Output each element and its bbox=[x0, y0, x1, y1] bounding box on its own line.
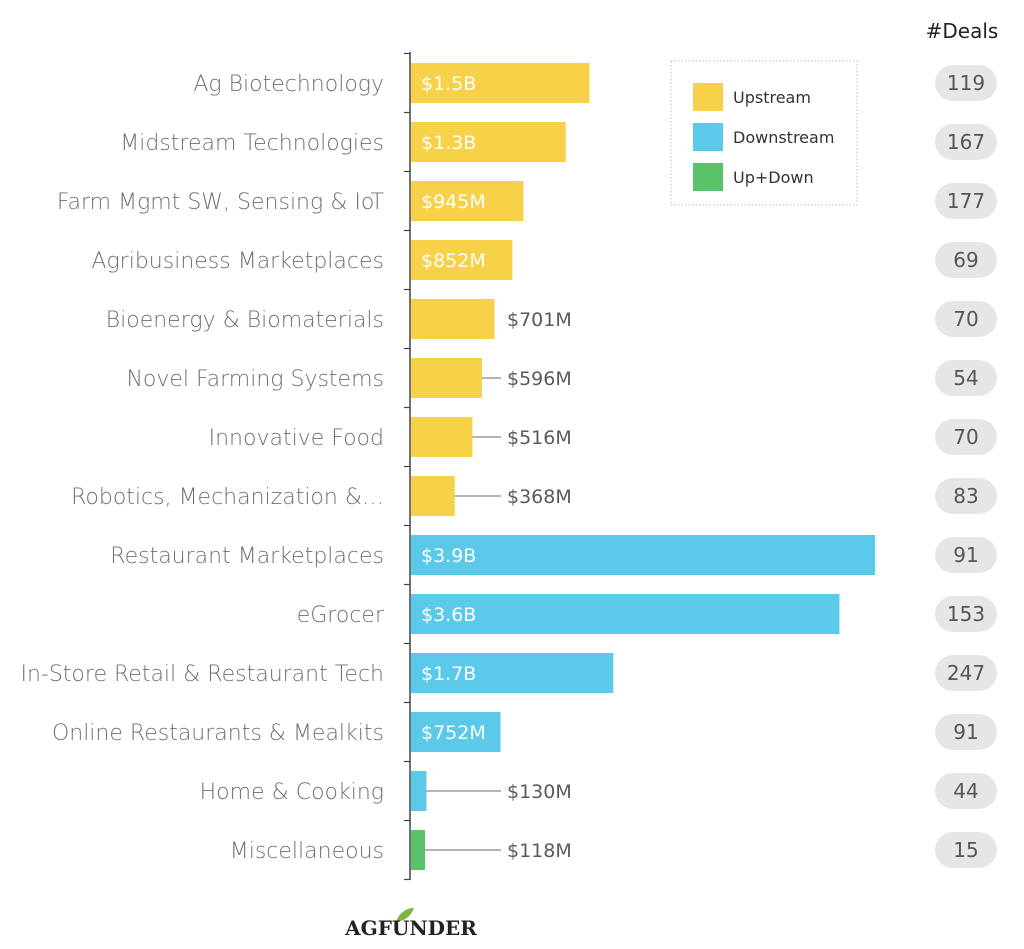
legend-frame bbox=[670, 60, 858, 206]
value-label: $516M bbox=[507, 427, 572, 449]
value-label: $130M bbox=[507, 781, 572, 803]
bar bbox=[411, 535, 876, 575]
deal-count: 70 bbox=[953, 307, 978, 331]
deal-count-pill bbox=[935, 478, 997, 514]
value-label: $1.5B bbox=[421, 73, 476, 95]
deal-count: 15 bbox=[953, 838, 978, 862]
bar bbox=[411, 712, 501, 752]
legend-label: Upstream bbox=[733, 88, 811, 107]
deal-count-pill bbox=[935, 537, 997, 573]
category-label: Miscellaneous bbox=[230, 839, 384, 864]
deal-count-pill bbox=[935, 832, 997, 868]
deal-count-pill bbox=[935, 124, 997, 160]
bar bbox=[411, 240, 513, 280]
deal-count-pill bbox=[935, 773, 997, 809]
value-label: $3.9B bbox=[421, 545, 476, 567]
deal-count: 70 bbox=[953, 425, 978, 449]
category-label: Midstream Technologies bbox=[120, 131, 384, 156]
bar bbox=[411, 594, 840, 634]
agfunder-logo: AGFUNDER bbox=[344, 908, 477, 940]
deal-count: 83 bbox=[953, 484, 978, 508]
category-label: eGrocer bbox=[297, 603, 385, 628]
value-label: $1.3B bbox=[421, 132, 476, 154]
bar bbox=[411, 830, 426, 870]
value-label: $118M bbox=[507, 840, 572, 862]
category-label: Online Restaurants & Mealkits bbox=[52, 721, 384, 746]
category-label: Restaurant Marketplaces bbox=[110, 544, 384, 569]
legend: Upstream Downstream Up+Down bbox=[670, 60, 858, 206]
legend-items: Upstream Downstream Up+Down bbox=[693, 83, 834, 191]
bar bbox=[411, 181, 524, 221]
deal-count: 153 bbox=[947, 602, 985, 626]
deal-count: 44 bbox=[953, 779, 978, 803]
deal-count: 54 bbox=[953, 366, 978, 390]
value-label: $1.7B bbox=[421, 663, 476, 685]
deal-count-pill bbox=[935, 655, 997, 691]
deal-count-pill bbox=[935, 714, 997, 750]
bar bbox=[411, 771, 427, 811]
bar bbox=[411, 476, 455, 516]
category-label: Robotics, Mechanization &… bbox=[71, 485, 384, 510]
value-label: $596M bbox=[507, 368, 572, 390]
deal-count-pill bbox=[935, 242, 997, 278]
bar bbox=[411, 653, 614, 693]
category-label: Innovative Food bbox=[209, 426, 384, 451]
category-label: Novel Farming Systems bbox=[126, 367, 384, 392]
deal-count: 167 bbox=[947, 130, 985, 154]
category-label: Farm Mgmt SW, Sensing & IoT bbox=[57, 190, 384, 215]
bar bbox=[411, 63, 590, 103]
legend-label: Up+Down bbox=[733, 168, 814, 187]
category-label: Ag Biotechnology bbox=[193, 72, 384, 97]
deals-header: #Deals bbox=[926, 19, 999, 43]
bars-layer: Ag Biotechnology $1.5B 119 Midstream Techno… bbox=[20, 63, 997, 870]
category-label: Agribusiness Marketplaces bbox=[91, 249, 384, 274]
value-label: $852M bbox=[421, 250, 486, 272]
value-label: $368M bbox=[507, 486, 572, 508]
value-label: $701M bbox=[507, 309, 572, 331]
bar bbox=[411, 299, 495, 339]
deal-count-pill bbox=[935, 183, 997, 219]
bar bbox=[411, 122, 566, 162]
deal-count: 91 bbox=[953, 543, 978, 567]
bar bbox=[411, 417, 473, 457]
deal-count: 247 bbox=[947, 661, 985, 685]
legend-label: Downstream bbox=[733, 128, 834, 147]
logo-text: AGFUNDER bbox=[344, 916, 477, 940]
legend-swatch bbox=[693, 163, 723, 191]
deal-count: 91 bbox=[953, 720, 978, 744]
category-label: Home & Cooking bbox=[200, 780, 384, 805]
deal-count-pill bbox=[935, 360, 997, 396]
value-label: $3.6B bbox=[421, 604, 476, 626]
deal-count: 69 bbox=[953, 248, 978, 272]
deal-count: 177 bbox=[947, 189, 985, 213]
deal-count-pill bbox=[935, 419, 997, 455]
legend-swatch bbox=[693, 83, 723, 111]
deal-count: 119 bbox=[947, 71, 985, 95]
deal-count-pill bbox=[935, 301, 997, 337]
category-label: Bioenergy & Biomaterials bbox=[106, 308, 384, 333]
deal-count-pill bbox=[935, 65, 997, 101]
leaf-icon bbox=[396, 908, 414, 922]
legend-swatch bbox=[693, 123, 723, 151]
axis-ticks bbox=[404, 52, 410, 881]
deal-count-pill bbox=[935, 596, 997, 632]
value-label: $945M bbox=[421, 191, 486, 213]
value-label: $752M bbox=[421, 722, 486, 744]
category-label: In-Store Retail & Restaurant Tech bbox=[20, 662, 384, 687]
bar bbox=[411, 358, 482, 398]
